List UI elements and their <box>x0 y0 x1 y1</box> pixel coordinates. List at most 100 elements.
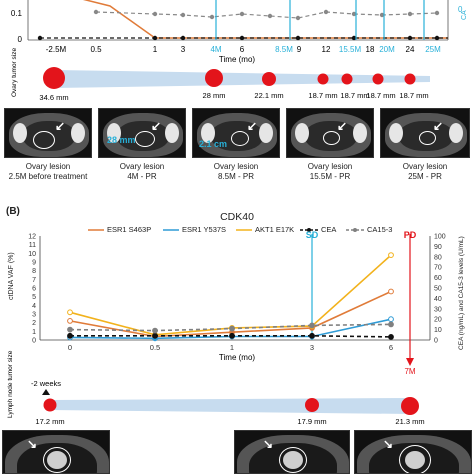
legend-akt1-e17k: AKT1 E17K <box>236 225 295 234</box>
series-point-cea <box>67 332 73 339</box>
caption-25m: Ovary lesion 25M - PR <box>402 162 448 181</box>
series-point-esr1-s463p <box>388 288 394 295</box>
y-tick-zero: 0 <box>18 35 23 44</box>
y-left-tick: 1 <box>32 329 36 336</box>
y-left-tick: 7 <box>32 277 36 284</box>
pd-marker-label: PD <box>404 230 417 240</box>
y-left-tick: 3 <box>32 312 36 319</box>
y-right-tick: 70 <box>434 265 442 272</box>
tumor-size-labels: 34.6 mm 28 mm 22.1 mm 18.7 mm 18.7 mm 18… <box>39 91 428 102</box>
svg-text:17.2 mm: 17.2 mm <box>35 417 64 426</box>
series-point-cea <box>309 332 315 339</box>
svg-text:25M: 25M <box>425 45 441 54</box>
svg-text:17.9 mm: 17.9 mm <box>297 417 326 426</box>
ct-image-ovary-25m: ↙ <box>380 108 470 158</box>
svg-text:18.7 mm: 18.7 mm <box>340 91 369 100</box>
svg-text:0.5: 0.5 <box>90 45 102 54</box>
y-left-tick: 8 <box>32 268 36 275</box>
ct-image-ovary-4m: ↙ 28 mm <box>98 108 186 158</box>
ct-image-ovary-8-5m: ↙ 2.1 cm <box>192 108 280 158</box>
ct-image-ovary-baseline: ↙ <box>4 108 92 158</box>
y-left-tick: 11 <box>29 242 36 249</box>
svg-text:18.7 mm: 18.7 mm <box>366 91 395 100</box>
svg-text:24: 24 <box>406 45 415 54</box>
series-point-akt1-e17k <box>67 309 73 316</box>
y-left-tick: 10 <box>28 251 36 258</box>
y-left-tick: 0 <box>32 338 36 345</box>
series-point-ca15-3 <box>229 325 235 332</box>
svg-text:0: 0 <box>458 5 463 14</box>
panel-b-letter: (B) <box>6 206 20 217</box>
time-markers <box>215 0 425 40</box>
pd-marker-arrow <box>406 358 414 366</box>
y-right-tick: 100 <box>434 234 446 241</box>
tumor-size-row-label: Ovary tumor size <box>11 47 18 97</box>
y-right-tick: 20 <box>434 317 442 324</box>
x-tick: 0.5 <box>150 343 160 352</box>
y-left-tick: 9 <box>32 260 36 267</box>
lymph-size-band <box>50 398 410 414</box>
svg-text:34.6 mm: 34.6 mm <box>39 93 68 102</box>
series-point-ca15-3 <box>388 321 394 328</box>
caption-baseline: Ovary lesion 2.5M before treatment <box>8 162 88 181</box>
svg-text:12: 12 <box>322 45 331 54</box>
caption-8-5m: Ovary lesion 8.5M - PR <box>213 162 259 181</box>
series-point-cea <box>229 332 235 339</box>
ct-image-lymph-7m: ↘ <box>354 430 472 474</box>
y-right-tick: 90 <box>434 244 442 251</box>
panel-a-x-label: Time (mo) <box>219 55 255 64</box>
y-right-tick: 40 <box>434 296 442 303</box>
legend-ca15-3: CA15-3 <box>346 225 392 234</box>
lymph-size-labels: 17.2 mm 17.9 mm 21.3 mm <box>35 417 424 426</box>
svg-text:22.1 mm: 22.1 mm <box>254 91 283 100</box>
svg-text:8.5M: 8.5M <box>275 45 293 54</box>
svg-text:18: 18 <box>366 45 375 54</box>
x-tick: 1 <box>230 343 234 352</box>
x-tick: 3 <box>310 343 314 352</box>
svg-text:18.7 mm: 18.7 mm <box>399 91 428 100</box>
cea-points <box>37 35 440 41</box>
sd-marker-label: SD <box>306 230 319 240</box>
svg-text:20M: 20M <box>379 45 395 54</box>
y-left-tick: 4 <box>32 303 36 310</box>
legend-esr1-s463p: ESR1 S463P <box>88 225 152 234</box>
series-point-ca15-3 <box>309 322 315 329</box>
y-right-tick: 80 <box>434 254 442 261</box>
x-tick: 0 <box>68 343 72 352</box>
svg-text:28 mm: 28 mm <box>203 91 226 100</box>
tumor-size-circles <box>43 67 416 89</box>
ct-image-ovary-15-5m: ↙ <box>286 108 374 158</box>
chart-title: CDK40 <box>220 211 254 223</box>
series-point-ca15-3 <box>152 327 158 334</box>
baseline-time-label: -2 weeks <box>31 379 61 388</box>
series-point-esr1-s463p <box>67 318 73 324</box>
baseline-time-marker <box>42 389 50 395</box>
series-point-cea <box>388 334 394 340</box>
svg-text:CA: CA <box>461 10 468 20</box>
svg-text:18.7 mm: 18.7 mm <box>308 91 337 100</box>
y-right-tick: 0 <box>434 338 438 345</box>
x-tick: 6 <box>389 343 393 352</box>
legend-cea: CEA <box>300 225 336 234</box>
svg-text:1: 1 <box>153 45 158 54</box>
y-left-tick: 5 <box>32 294 36 301</box>
series-point-akt1-e17k <box>388 252 394 259</box>
y-right-tick: 10 <box>434 327 442 334</box>
y-tick-top: 0.1 <box>11 9 23 18</box>
ca153-points <box>93 9 440 21</box>
lymph-size-circles <box>43 397 419 415</box>
x-axis-label: Time (mo) <box>219 353 255 362</box>
svg-text:-2.5M: -2.5M <box>46 45 67 54</box>
svg-text:6: 6 <box>240 45 245 54</box>
svg-text:3: 3 <box>181 45 186 54</box>
caption-4m: Ovary lesion 4M - PR <box>119 162 165 181</box>
y-right-tick: 30 <box>434 306 442 313</box>
panel-a-x-ticks: -2.5M 0.5 1 3 4M 6 8.5M 9 12 15.5M 18 20… <box>46 45 441 54</box>
series-point-ca15-3 <box>67 326 73 333</box>
svg-text:21.3 mm: 21.3 mm <box>395 417 424 426</box>
svg-text:4M: 4M <box>210 45 221 54</box>
pd-time-label: 7M <box>404 367 415 376</box>
y-left-tick: 12 <box>28 234 36 241</box>
